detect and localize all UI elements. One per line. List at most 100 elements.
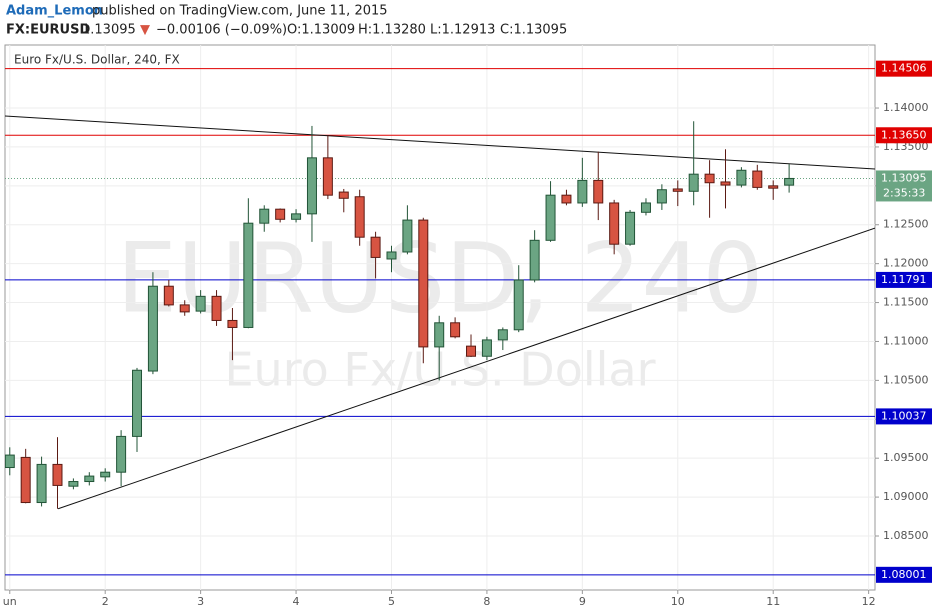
candle-body bbox=[211, 295, 222, 321]
level-label: 1.13650 bbox=[881, 128, 927, 141]
candle-body bbox=[720, 181, 731, 186]
candle-body bbox=[100, 471, 111, 478]
candle-body bbox=[593, 179, 604, 204]
y-tick-label: 1.12500 bbox=[883, 218, 929, 231]
candle-body bbox=[418, 219, 429, 348]
y-tick-label: 1.08500 bbox=[883, 529, 929, 542]
level-label-box bbox=[876, 271, 932, 288]
candle-body bbox=[656, 189, 667, 204]
candle-body bbox=[195, 295, 206, 312]
y-tick-label: 1.11000 bbox=[883, 334, 929, 347]
candle-body bbox=[640, 202, 651, 213]
candle-body bbox=[275, 208, 286, 220]
candle-body bbox=[243, 222, 254, 328]
candle-body bbox=[497, 329, 508, 341]
chart-title: Euro Fx/U.S. Dollar, 240, FX bbox=[14, 53, 180, 67]
watermark: EURUSD, 240 bbox=[116, 222, 763, 334]
candle-body bbox=[116, 435, 127, 473]
level-label: 1.11791 bbox=[881, 273, 927, 286]
candle-body bbox=[354, 196, 365, 238]
candle-body bbox=[577, 179, 588, 204]
plot-frame bbox=[4, 44, 876, 591]
ohlc-low: L:1.12913 bbox=[430, 23, 495, 38]
plot-area: EURUSD, 240 Euro Fx/U.S. Dollar bbox=[5, 45, 875, 590]
level-label-box bbox=[876, 408, 932, 425]
candle-body bbox=[768, 185, 779, 189]
price: 1.13095 bbox=[82, 23, 136, 38]
level-label-box bbox=[876, 60, 932, 77]
watermark-subtitle: Euro Fx/U.S. Dollar bbox=[224, 343, 655, 397]
x-tick-label: 3 bbox=[197, 595, 204, 608]
candle-body bbox=[784, 177, 795, 186]
candle-body bbox=[386, 251, 397, 260]
x-tick-label: 10 bbox=[671, 595, 685, 608]
y-tick-label: 1.12000 bbox=[883, 257, 929, 270]
trendline bbox=[5, 115, 875, 170]
y-tick-label: 1.09000 bbox=[883, 490, 929, 503]
x-tick-label: 2 bbox=[102, 595, 109, 608]
candle-body bbox=[227, 319, 238, 328]
candle-body bbox=[5, 454, 15, 469]
author[interactable]: Adam_Lemon bbox=[6, 4, 103, 19]
candle-body bbox=[625, 211, 636, 245]
candle-body bbox=[450, 322, 461, 338]
y-tick-label: 1.09500 bbox=[883, 451, 929, 464]
candle-body bbox=[402, 219, 413, 253]
ohlc-high: H:1.13280 bbox=[358, 23, 426, 38]
candle-body bbox=[84, 475, 95, 483]
candle-body bbox=[609, 202, 620, 245]
candle-body bbox=[36, 463, 47, 504]
x-tick-label: 9 bbox=[579, 595, 586, 608]
x-tick-label: 4 bbox=[293, 595, 300, 608]
last-price-label: 1.13095 bbox=[881, 171, 927, 184]
change: −0.00106 (−0.09%) bbox=[156, 23, 287, 38]
last-price-box bbox=[876, 170, 932, 202]
candle-body bbox=[306, 157, 317, 215]
ohlc-close: C:1.13095 bbox=[500, 23, 567, 38]
candle-body bbox=[68, 481, 79, 487]
candle-body bbox=[704, 173, 715, 184]
candle-body bbox=[466, 345, 477, 357]
symbol: FX:EURUSD bbox=[6, 23, 90, 38]
candle-body bbox=[147, 285, 158, 372]
candle-body bbox=[132, 369, 143, 437]
y-tick-label: 1.10500 bbox=[883, 373, 929, 386]
published: published on TradingView.com, June 11, 2… bbox=[92, 4, 388, 19]
candle-body bbox=[338, 191, 349, 199]
candle-body bbox=[52, 463, 63, 486]
level-label: 1.14506 bbox=[881, 62, 927, 75]
candle-body bbox=[370, 236, 381, 258]
level-label-box bbox=[876, 127, 932, 144]
countdown: 2:35:33 bbox=[883, 186, 925, 199]
candle-body bbox=[163, 285, 174, 306]
x-tick-label: 8 bbox=[483, 595, 490, 608]
level-label: 1.08001 bbox=[881, 568, 927, 581]
candle-body bbox=[259, 208, 270, 224]
x-tick-label: 12 bbox=[862, 595, 876, 608]
x-tick-label: un bbox=[3, 595, 17, 608]
trendline bbox=[57, 227, 875, 510]
y-tick-label: 1.14000 bbox=[883, 101, 929, 114]
candle-body bbox=[545, 194, 556, 241]
candle-body bbox=[434, 322, 445, 348]
candle-body bbox=[561, 194, 572, 204]
y-tick-label: 1.11500 bbox=[883, 296, 929, 309]
candle-body bbox=[291, 213, 302, 220]
candle-body bbox=[672, 188, 683, 192]
x-tick-label: 5 bbox=[388, 595, 395, 608]
candle-body bbox=[529, 239, 540, 281]
candle-body bbox=[736, 169, 747, 186]
candle-body bbox=[513, 279, 524, 331]
ohlc-open: O:1.13009 bbox=[287, 23, 355, 38]
candle-body bbox=[179, 304, 190, 313]
candle-body bbox=[752, 170, 763, 188]
candle-body bbox=[322, 157, 333, 196]
x-tick-label: 11 bbox=[766, 595, 780, 608]
candle-body bbox=[688, 173, 699, 192]
arrow: ▼ bbox=[140, 23, 150, 38]
level-label-box bbox=[876, 566, 932, 583]
candle-body bbox=[20, 456, 31, 504]
candle-body bbox=[481, 339, 492, 357]
level-label: 1.10037 bbox=[881, 409, 927, 422]
